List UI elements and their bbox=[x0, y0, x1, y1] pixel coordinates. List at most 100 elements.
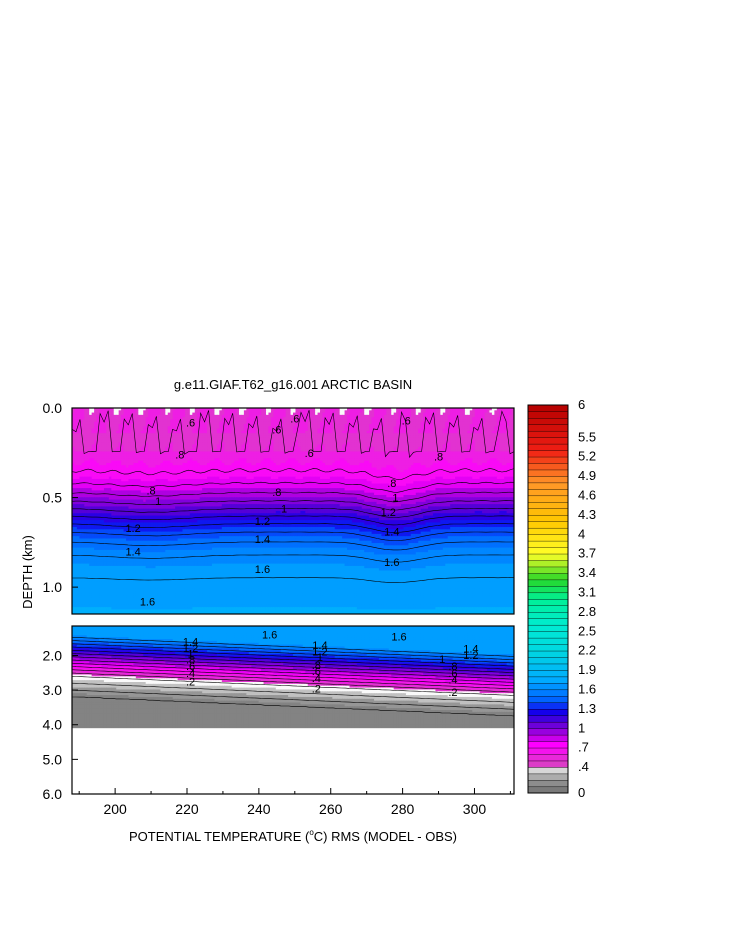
heatmap-cell bbox=[121, 410, 125, 414]
heatmap-cell bbox=[420, 414, 424, 418]
heatmap-cell bbox=[452, 417, 456, 421]
heatmap-cell bbox=[484, 417, 488, 421]
heatmap-cell bbox=[401, 408, 405, 411]
heatmap-cell bbox=[408, 414, 412, 418]
heatmap-cell bbox=[111, 412, 115, 416]
heatmap-cell bbox=[315, 412, 319, 416]
heatmap-cell bbox=[437, 414, 441, 418]
heatmap-cell bbox=[103, 414, 107, 418]
heatmap-cell bbox=[108, 410, 112, 414]
heatmap-cell bbox=[241, 410, 245, 414]
heatmap-cell bbox=[126, 419, 130, 423]
heatmap-cell bbox=[322, 417, 326, 421]
heatmap-cell bbox=[96, 419, 100, 423]
heatmap-cell bbox=[270, 412, 274, 416]
heatmap-cell bbox=[388, 410, 392, 414]
heatmap-cell bbox=[162, 414, 166, 418]
heatmap-cell bbox=[121, 417, 125, 421]
heatmap-cell bbox=[337, 408, 341, 411]
heatmap-cell bbox=[342, 417, 346, 421]
heatmap-cell bbox=[425, 417, 429, 421]
heatmap-cell bbox=[499, 417, 503, 421]
heatmap-cell bbox=[351, 412, 355, 416]
heatmap-cell bbox=[118, 410, 122, 414]
heatmap-cell bbox=[288, 417, 292, 421]
heatmap-cell bbox=[202, 417, 206, 421]
heatmap-cell bbox=[474, 412, 478, 416]
heatmap-cell bbox=[302, 412, 306, 416]
heatmap-cell bbox=[364, 417, 368, 421]
heatmap-cell bbox=[491, 412, 495, 416]
heatmap-cell bbox=[472, 410, 476, 414]
heatmap-cell bbox=[491, 417, 495, 421]
heatmap-cell bbox=[479, 414, 483, 418]
heatmap-cell bbox=[477, 410, 481, 414]
heatmap-cell bbox=[278, 408, 282, 411]
heatmap-cell bbox=[155, 410, 159, 414]
heatmap-cell bbox=[293, 412, 297, 416]
heatmap-cell bbox=[442, 412, 446, 416]
heatmap-cell bbox=[135, 410, 139, 414]
heatmap-cell bbox=[202, 414, 206, 418]
heatmap-cell bbox=[251, 417, 255, 421]
heatmap-cell bbox=[408, 412, 412, 416]
heatmap-cell bbox=[91, 408, 95, 411]
heatmap-cell bbox=[130, 417, 134, 421]
heatmap-cell bbox=[113, 417, 117, 421]
heatmap-cell bbox=[72, 408, 76, 411]
heatmap-cell bbox=[295, 414, 299, 418]
heatmap-cell bbox=[504, 417, 508, 421]
heatmap-cell bbox=[410, 414, 414, 418]
heatmap-cell bbox=[167, 410, 171, 414]
heatmap-cell bbox=[347, 408, 351, 411]
heatmap-cell bbox=[148, 412, 152, 416]
heatmap-cell bbox=[204, 408, 208, 411]
heatmap-cell bbox=[275, 410, 279, 414]
heatmap-cell bbox=[246, 414, 250, 418]
heatmap-cell bbox=[457, 410, 461, 414]
heatmap-cell bbox=[369, 408, 373, 411]
heatmap-cell bbox=[226, 408, 230, 411]
heatmap-cell bbox=[403, 410, 407, 414]
heatmap-cell bbox=[391, 408, 395, 411]
heatmap-cell bbox=[182, 408, 186, 411]
heatmap-cell bbox=[219, 410, 223, 414]
heatmap-cell bbox=[506, 414, 510, 418]
heatmap-cell bbox=[359, 417, 363, 421]
heatmap-cell bbox=[494, 412, 498, 416]
heatmap-cell bbox=[462, 410, 466, 414]
heatmap-cell bbox=[236, 410, 240, 414]
heatmap-cell bbox=[172, 410, 176, 414]
heatmap-cell bbox=[177, 410, 181, 414]
heatmap-cell bbox=[442, 414, 446, 418]
heatmap-cell bbox=[275, 412, 279, 416]
heatmap-cell bbox=[428, 408, 432, 411]
heatmap-cell bbox=[209, 412, 213, 416]
heatmap-cell bbox=[339, 417, 343, 421]
heatmap-cell bbox=[283, 408, 287, 411]
heatmap-cell bbox=[283, 410, 287, 414]
heatmap-cell bbox=[148, 414, 152, 418]
heatmap-cell bbox=[165, 417, 169, 421]
heatmap-cell bbox=[351, 410, 355, 414]
heatmap-cell bbox=[447, 417, 451, 421]
heatmap-cell bbox=[238, 417, 243, 421]
heatmap-cell bbox=[99, 408, 103, 411]
heatmap-cell bbox=[327, 412, 331, 416]
heatmap-cell bbox=[155, 408, 159, 411]
heatmap-cell bbox=[165, 412, 169, 416]
heatmap-cell bbox=[486, 414, 491, 418]
heatmap-cell bbox=[138, 417, 142, 421]
heatmap-cell bbox=[302, 417, 306, 421]
heatmap-cell bbox=[273, 414, 277, 418]
heatmap-cell bbox=[413, 417, 417, 421]
heatmap-cell bbox=[447, 410, 451, 414]
heatmap-cell bbox=[192, 417, 196, 421]
heatmap-cell bbox=[312, 412, 316, 416]
heatmap-cell bbox=[408, 408, 412, 411]
heatmap-cell bbox=[111, 408, 115, 411]
heatmap-cell bbox=[364, 408, 368, 411]
heatmap-cell bbox=[133, 419, 137, 423]
heatmap-cell bbox=[342, 410, 346, 414]
heatmap-cell bbox=[349, 410, 353, 414]
